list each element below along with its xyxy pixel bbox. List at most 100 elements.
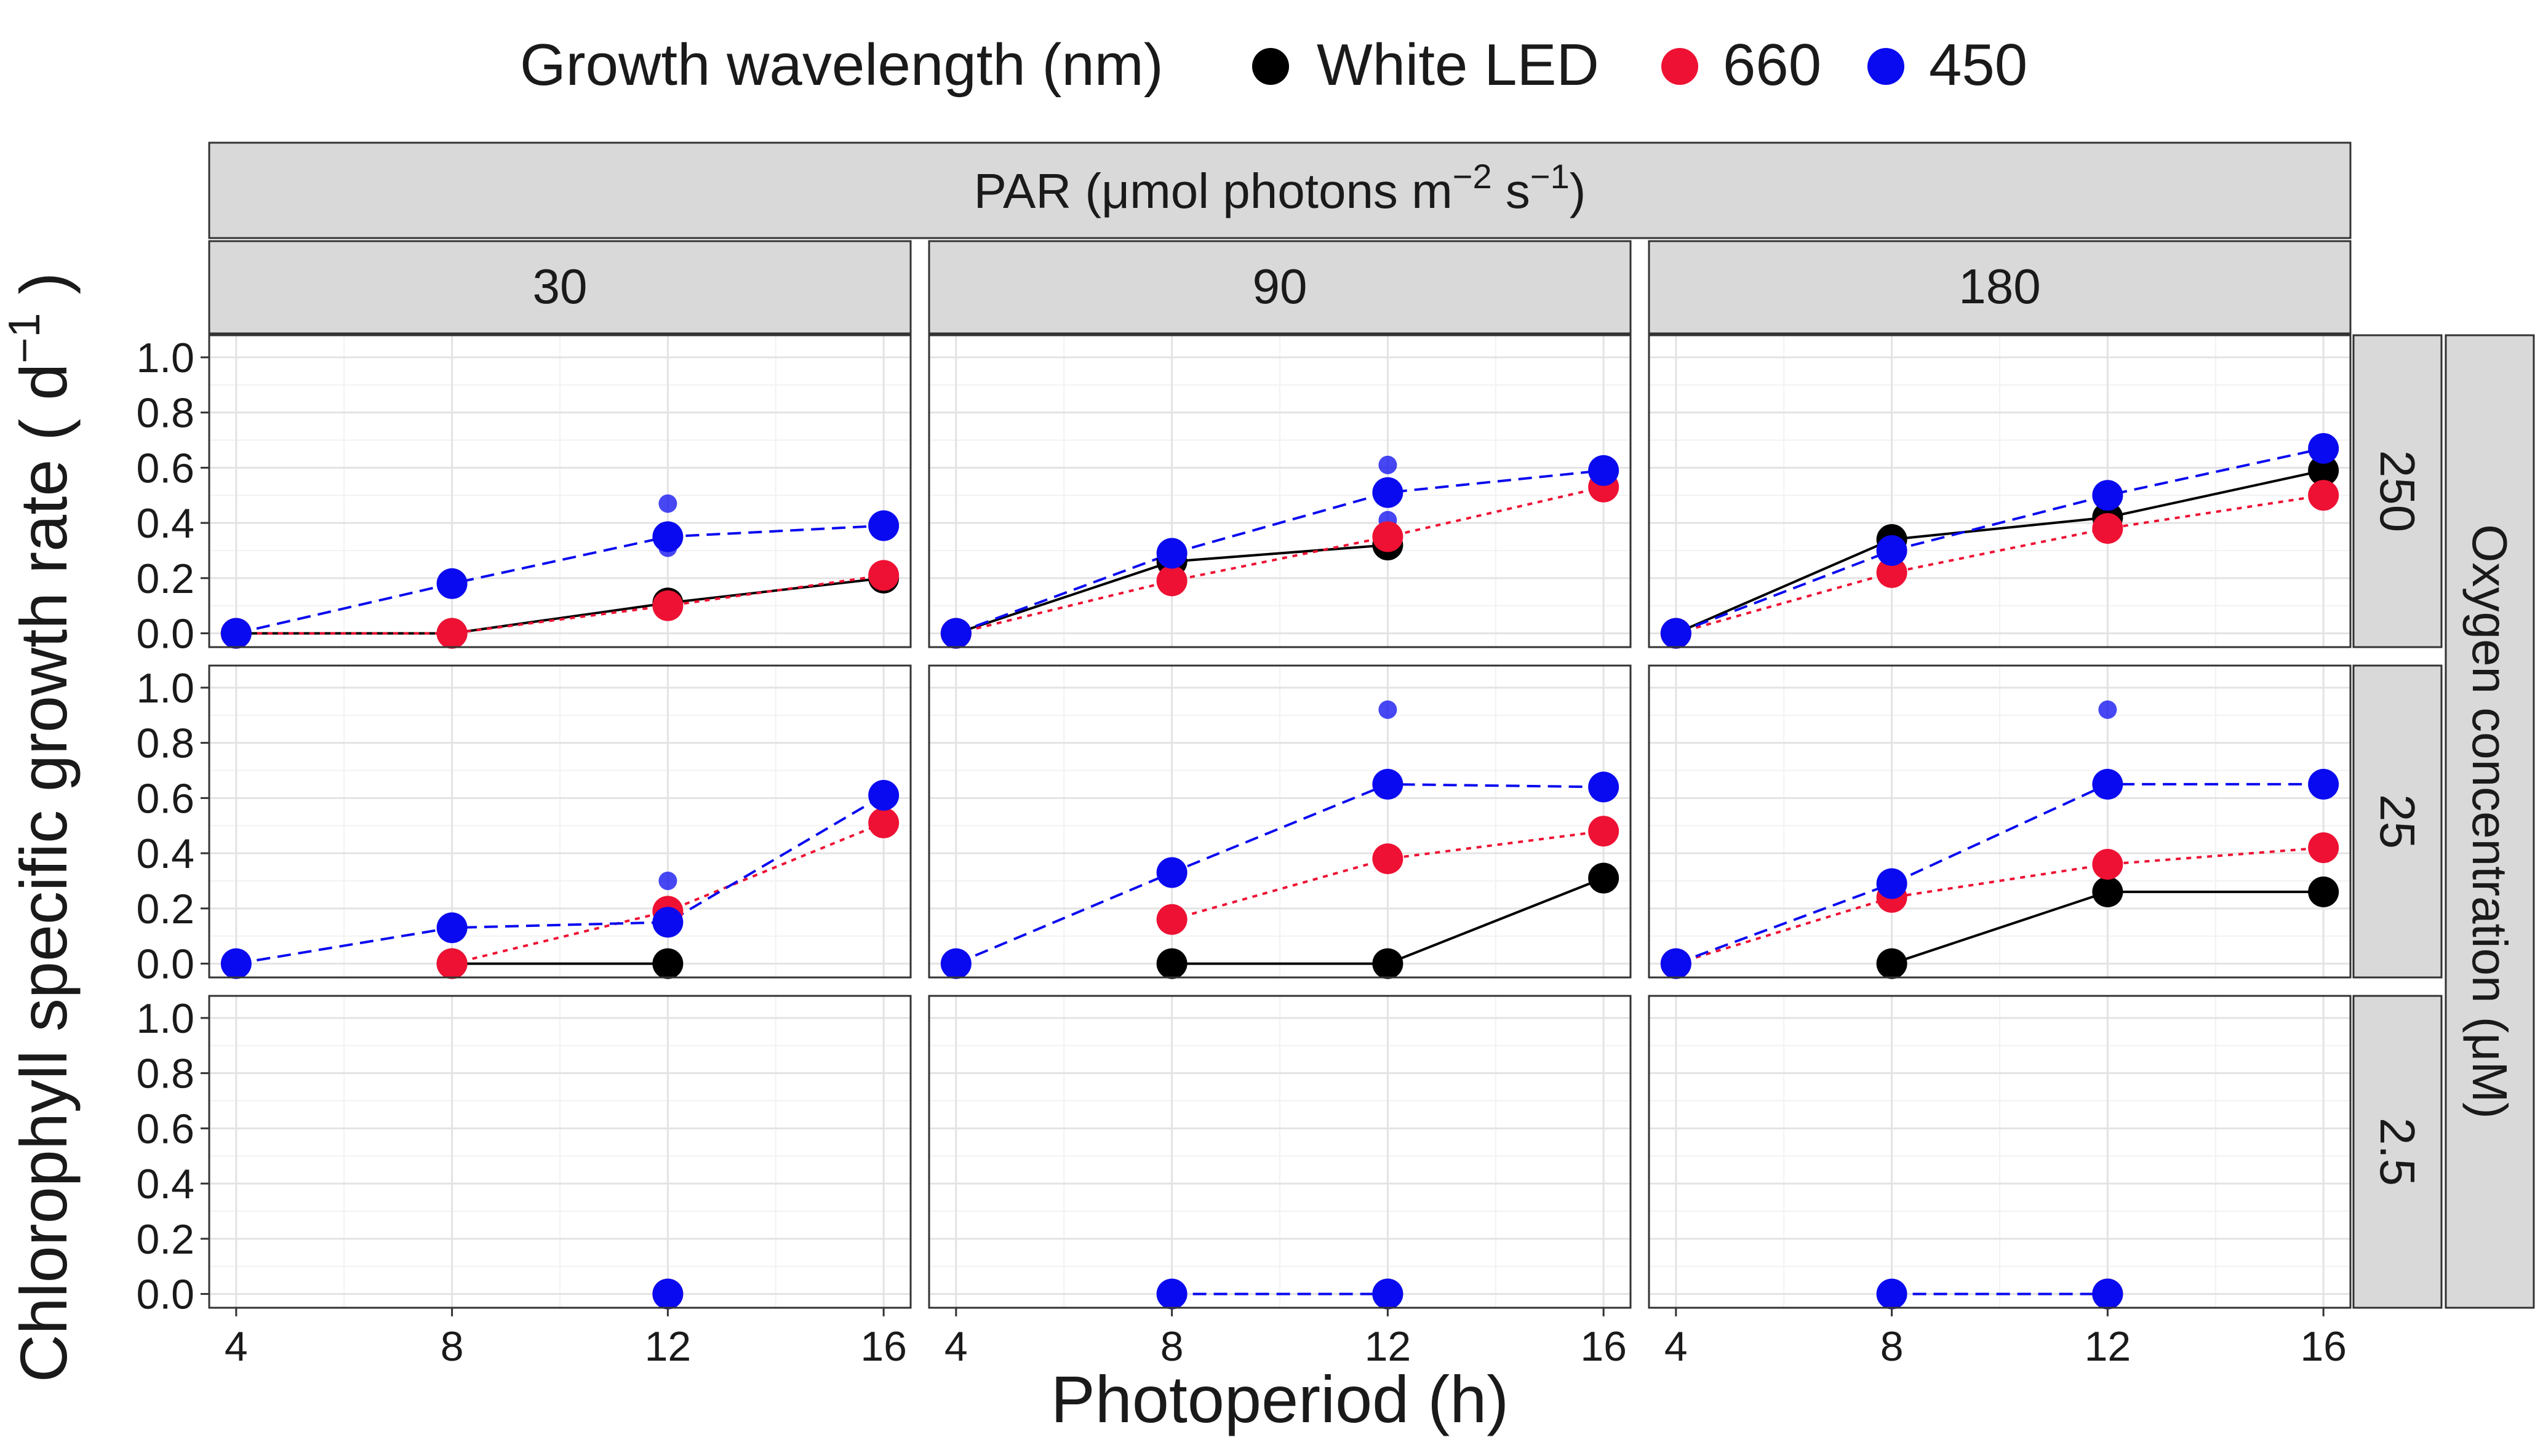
legend-marker-1 [1661,48,1698,85]
panel-r0-c1 [928,334,1632,649]
col-strip-label-2: 180 [1958,259,2040,314]
y-tick-label: 0.4 [136,500,194,547]
col-strip-label-0: 30 [533,259,588,314]
data-point-450 [652,521,684,552]
data-point-white-led [2308,876,2339,907]
y-tick-label: 0.4 [136,830,194,877]
legend-label-1: 660 [1723,32,1821,98]
replicate-point-450 [658,871,677,890]
panel-r1-c2 [1648,664,2352,979]
data-point-660 [652,590,684,621]
data-point-660 [1876,557,1907,588]
x-tick-label: 16 [1580,1323,1627,1370]
data-point-660 [2092,513,2123,544]
panel-border [928,334,1632,648]
data-point-660 [436,618,468,649]
data-point-white-led [1588,862,1619,894]
data-point-450 [1372,768,1403,800]
data-point-660 [868,560,900,591]
par-strip-text-2: s [1492,164,1530,218]
data-point-450 [1372,1278,1403,1310]
series-line-450 [236,794,885,965]
data-point-450 [1588,455,1619,486]
data-point-450 [868,510,900,541]
panel-border [208,995,912,1309]
y-tick-label: 0.0 [136,1271,194,1318]
y-tick-label: 0.2 [136,555,194,602]
data-point-450 [1156,857,1188,888]
panel-r2-c0: 0.0 0.2 0.4 0.6 0.8 1.0 4 8 12 16 [136,995,912,1370]
panel-r1-c0: 0.0 0.2 0.4 0.6 0.8 1.0 [136,664,912,988]
data-point-450 [2092,1278,2123,1310]
x-tick-label: 12 [645,1323,692,1370]
data-point-450 [2308,432,2339,464]
data-point-450 [1156,538,1188,569]
data-point-450 [1876,535,1907,566]
series-line-450 [236,524,884,635]
series-line-450 [956,469,1604,635]
panel-r1-c1 [928,664,1632,979]
series-line-660 [236,574,884,635]
replicate-point-450 [2098,700,2117,719]
panel-border [208,664,912,979]
row-strip-label-0: 250 [2370,450,2425,532]
col-strip-2 [1648,240,2352,335]
panel-r2-c1: 4 8 12 16 [928,995,1632,1370]
series-line-660 [1675,846,2324,965]
x-tick-label: 4 [225,1323,248,1370]
data-point-white-led [2308,455,2339,486]
col-strip-1 [928,240,1632,335]
data-point-660 [1156,565,1188,597]
series-line-white-led [1675,469,2324,635]
panel-border [1648,664,2352,979]
col-strip-0 [208,240,912,335]
y-axis-unit: ( d [6,364,81,459]
x-tick-label: 12 [1365,1323,1411,1370]
row-strip-label-1: 25 [2370,794,2425,849]
data-point-white-led [1372,948,1403,979]
data-point-450 [220,618,252,649]
y-tick-label: 0.0 [136,941,194,988]
x-tick-label: 4 [944,1323,968,1370]
data-point-450 [2092,768,2123,800]
y-tick-label: 0.6 [136,1105,194,1152]
y-tick-label: 0.8 [136,390,194,437]
series-line-450 [1675,782,2324,965]
data-point-white-led [1156,948,1188,979]
par-strip-text-3: ) [1570,164,1586,218]
row-strip-2 [2352,995,2443,1309]
panel-r2-c2: 4 8 12 16 [1648,995,2352,1370]
data-point-660 [1372,521,1403,552]
y-axis-unit-close: ) [6,273,81,313]
panel-border [1648,334,2352,648]
data-point-white-led [2092,876,2123,907]
data-point-450 [868,779,900,811]
y-tick-label: 0.2 [136,1216,194,1263]
par-strip [208,141,2352,239]
data-point-450 [1876,868,1907,899]
data-point-660 [436,948,468,979]
replicate-point-450 [1378,700,1397,719]
data-point-450 [1876,1278,1907,1310]
data-point-660 [1588,816,1619,847]
y-tick-label: 0.0 [136,611,194,658]
replicate-point-450 [1378,455,1397,474]
x-tick-label: 12 [2085,1323,2131,1370]
par-strip-exp-1: −2 [1453,157,1492,196]
y-tick-label: 0.2 [136,886,194,933]
data-point-660 [1156,904,1188,935]
oxygen-strip-label: Oxygen concentration (μM) [2462,524,2517,1118]
data-point-660 [1372,843,1403,875]
data-point-450 [1588,771,1619,803]
data-point-white-led [1876,948,1907,979]
data-point-450 [652,907,684,938]
y-tick-label: 0.8 [136,720,194,767]
data-point-660 [2308,832,2339,864]
panel-r0-c2 [1648,334,2352,649]
panel-border [208,334,912,648]
x-tick-label: 16 [2300,1323,2347,1370]
y-tick-label: 1.0 [136,665,194,712]
data-point-660 [2092,849,2123,880]
